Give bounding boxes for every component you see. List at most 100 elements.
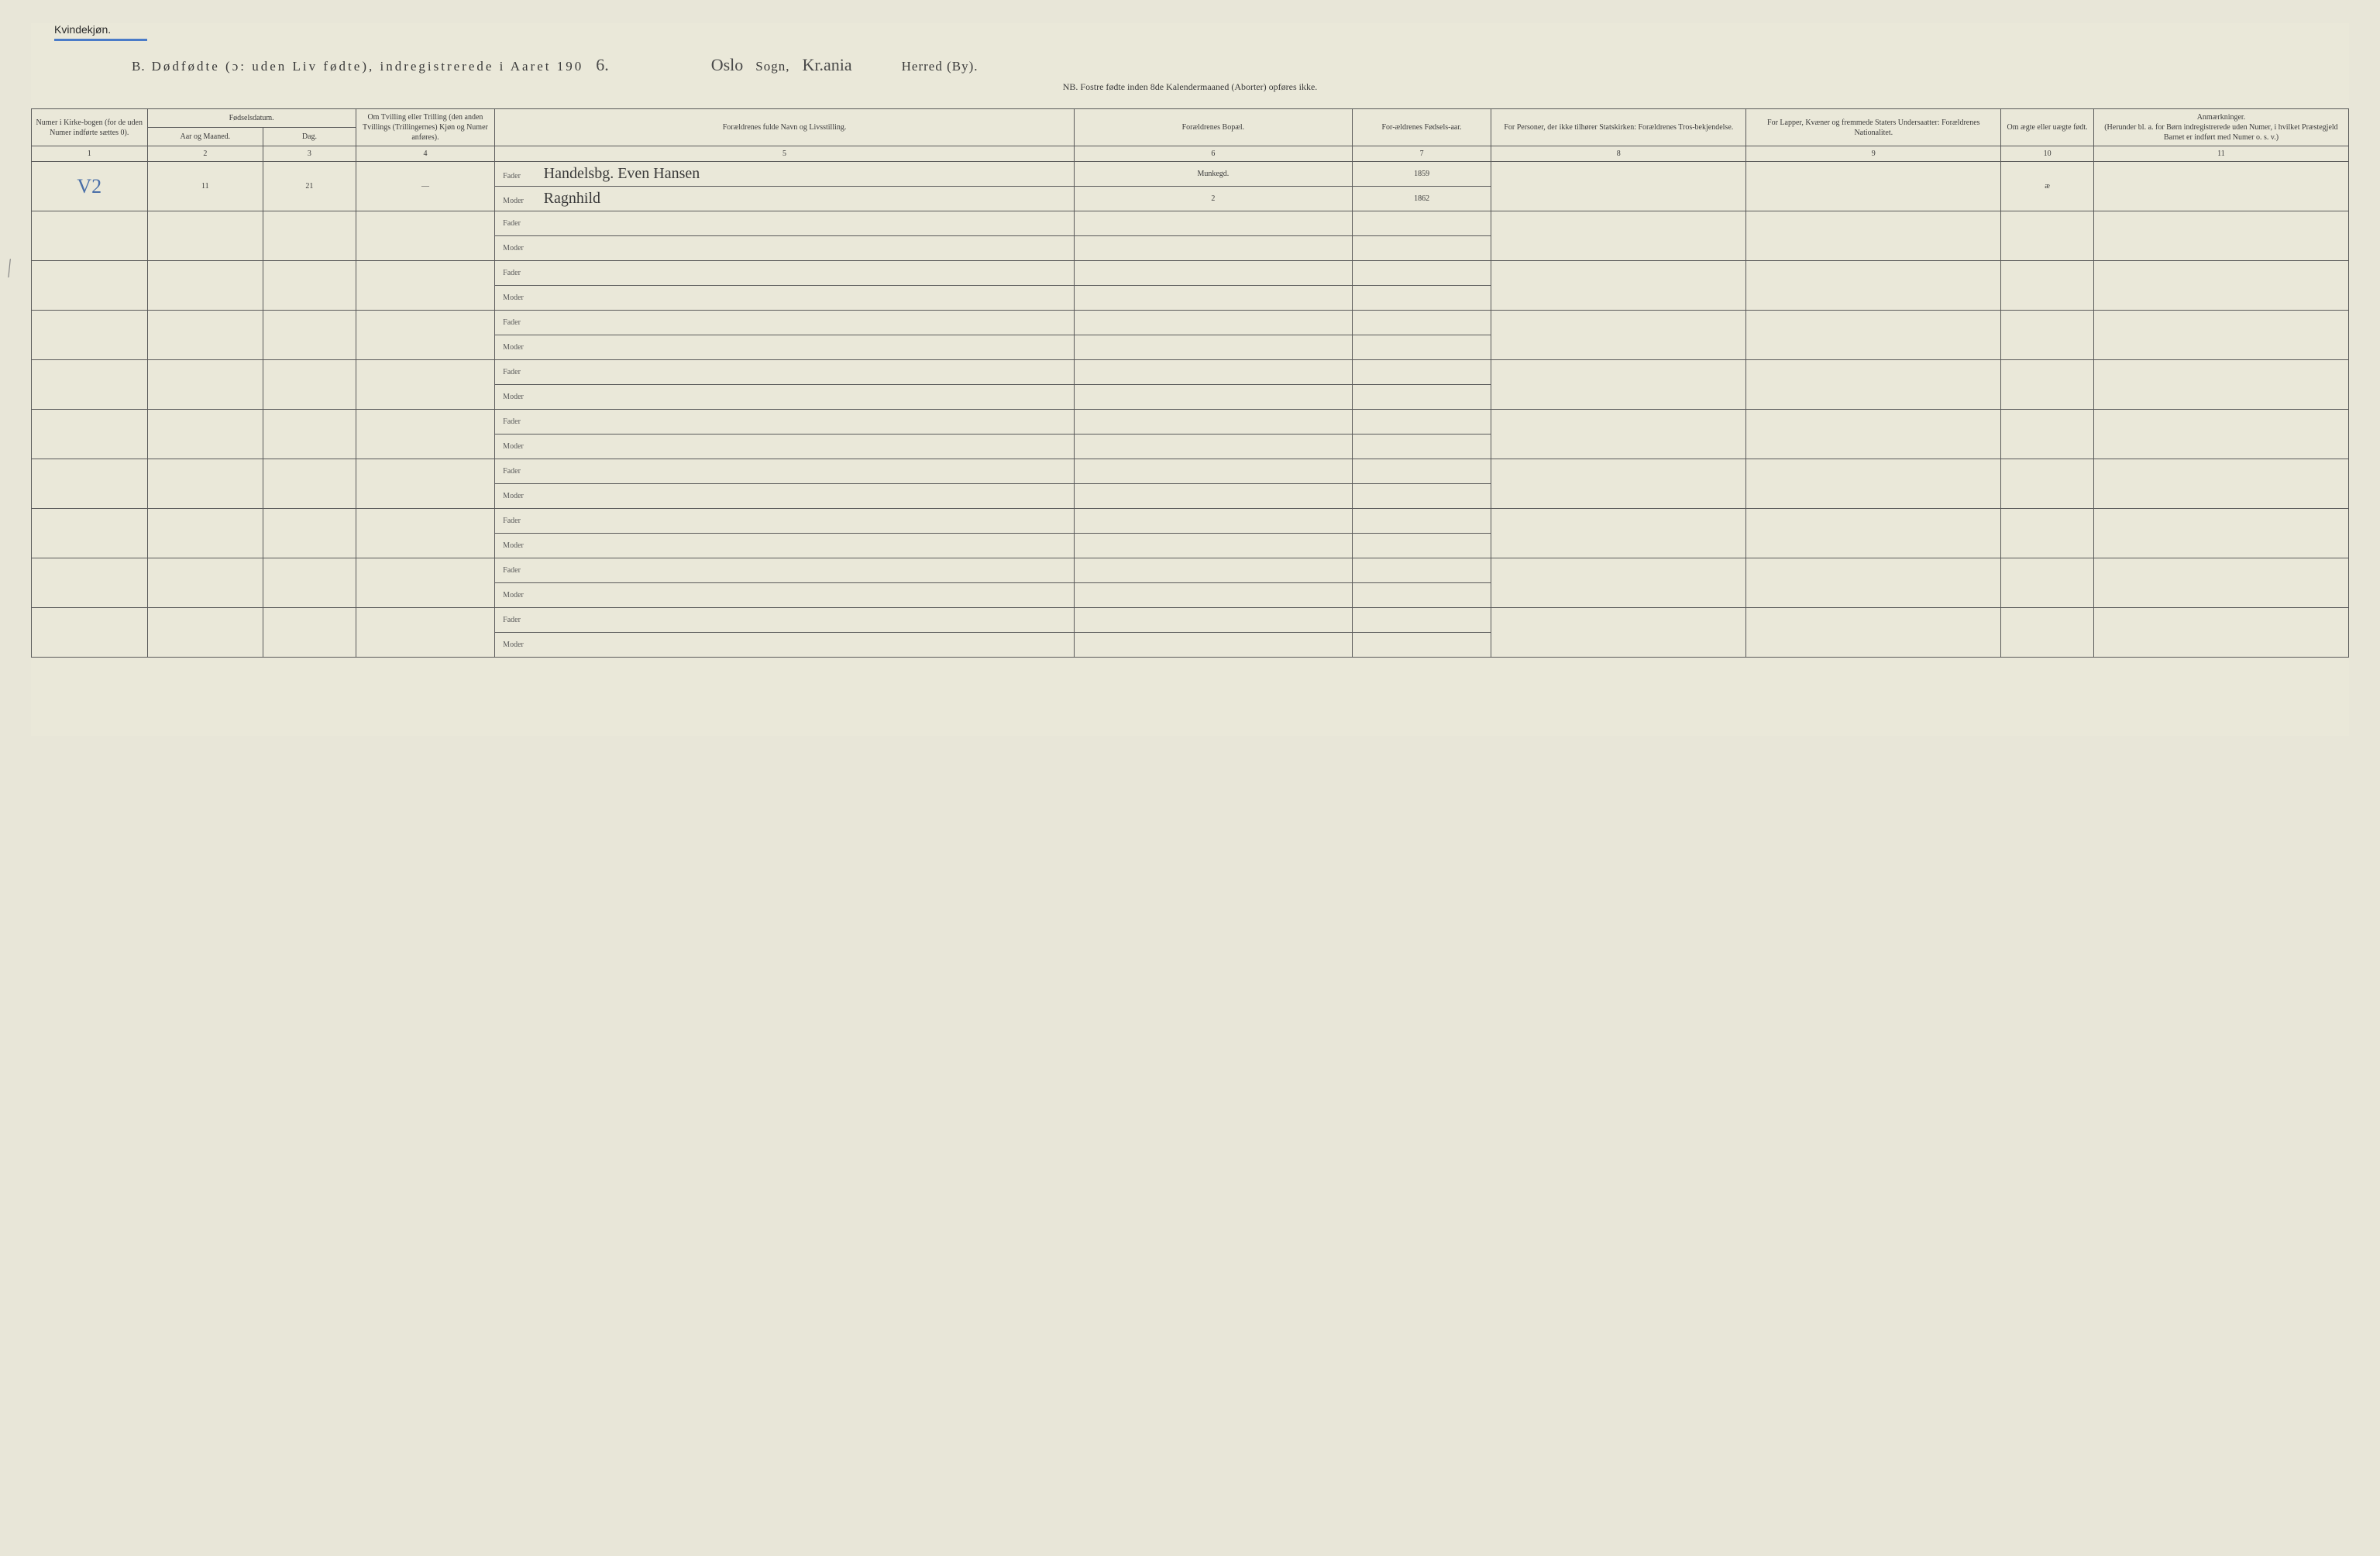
colnum-6: 6 [1074, 146, 1352, 162]
empty-cell [1352, 435, 1491, 459]
table-head: Numer i Kirke-bogen (for de uden Numer i… [32, 109, 2349, 162]
empty-cell [1074, 558, 1352, 583]
empty-parent-cell: Moder [495, 335, 1075, 360]
colnum-4: 4 [356, 146, 494, 162]
pencil-mark: ∕ [2, 256, 18, 281]
fader-label: Fader [503, 566, 534, 575]
empty-cell [1746, 459, 2001, 509]
empty-parent-cell: Moder [495, 583, 1075, 608]
empty-cell [147, 608, 263, 658]
fader-label: Fader [503, 368, 534, 376]
empty-cell [32, 410, 148, 459]
empty-cell [1352, 335, 1491, 360]
empty-cell [147, 261, 263, 311]
colnum-9: 9 [1746, 146, 2001, 162]
header-row-1: Numer i Kirke-bogen (for de uden Numer i… [32, 109, 2349, 128]
empty-cell [2001, 509, 2094, 558]
empty-cell [1074, 410, 1352, 435]
register-page: Kvindekjøn. B. Dødfødte (ɔ: uden Liv fød… [31, 23, 2349, 736]
empty-cell [1491, 608, 1746, 658]
empty-cell [1074, 459, 1352, 484]
empty-cell [32, 558, 148, 608]
col-1-header: Numer i Kirke-bogen (for de uden Numer i… [32, 109, 148, 146]
empty-cell [1352, 459, 1491, 484]
empty-cell [1074, 311, 1352, 335]
col-9-header: For Lapper, Kvæner og fremmede Staters U… [1746, 109, 2001, 146]
moder-label: Moder [503, 591, 534, 599]
colnum-2: 2 [147, 146, 263, 162]
col-11-header: Anmærkninger. (Herunder bl. a. for Børn … [2093, 109, 2348, 146]
empty-cell [147, 509, 263, 558]
fader-label: Fader [503, 219, 534, 228]
empty-parent-cell: Moder [495, 633, 1075, 658]
empty-parent-cell: Fader [495, 558, 1075, 583]
colnum-10: 10 [2001, 146, 2094, 162]
empty-cell [356, 360, 494, 410]
empty-cell [1074, 261, 1352, 286]
empty-parent-cell: Fader [495, 410, 1075, 435]
empty-cell [1491, 360, 1746, 410]
entry-moder-bopael: 2 [1074, 187, 1352, 211]
empty-cell [1352, 385, 1491, 410]
subtitle: NB. Fostre fødte inden 8de Kalendermaane… [31, 81, 2349, 93]
entry-anm [2093, 162, 2348, 211]
empty-row: Fader [32, 410, 2349, 435]
empty-cell [1491, 459, 1746, 509]
entry-tros [1491, 162, 1746, 211]
empty-row: Fader [32, 261, 2349, 286]
col-10-header: Om ægte eller uægte født. [2001, 109, 2094, 146]
empty-cell [263, 311, 356, 360]
sogn-value: Oslo [705, 55, 750, 75]
empty-cell [147, 459, 263, 509]
empty-cell [1491, 558, 1746, 608]
entry-nat [1746, 162, 2001, 211]
empty-cell [1746, 410, 2001, 459]
empty-cell [2093, 558, 2348, 608]
empty-cell [356, 558, 494, 608]
empty-cell [1074, 509, 1352, 534]
colnum-3: 3 [263, 146, 356, 162]
col-11-title: Anmærkninger. [2197, 113, 2246, 122]
herred-label: Herred (By). [902, 59, 978, 74]
empty-parent-cell: Fader [495, 360, 1075, 385]
empty-cell [1352, 211, 1491, 236]
empty-cell [1746, 608, 2001, 658]
entry-fader-bopael: Munkegd. [1074, 162, 1352, 187]
empty-cell [32, 360, 148, 410]
empty-parent-cell: Moder [495, 385, 1075, 410]
col-7-header: For-ældrenes Fødsels-aar. [1352, 109, 1491, 146]
empty-cell [1074, 335, 1352, 360]
empty-parent-cell: Fader [495, 261, 1075, 286]
empty-cell [1352, 608, 1491, 633]
entry-fader-year: 1859 [1352, 162, 1491, 187]
col-11-sub: (Herunder bl. a. for Børn indregistrered… [2104, 123, 2337, 142]
empty-cell [2001, 311, 2094, 360]
empty-cell [1352, 286, 1491, 311]
empty-cell [1074, 435, 1352, 459]
empty-cell [147, 311, 263, 360]
fader-label: Fader [503, 269, 534, 277]
entry-fader-name: Handelsbg. Even Hansen [544, 165, 700, 182]
empty-cell [2093, 360, 2348, 410]
empty-parent-cell: Fader [495, 311, 1075, 335]
col-2-group-header: Fødselsdatum. [147, 109, 356, 128]
empty-cell [1491, 261, 1746, 311]
empty-cell [1074, 484, 1352, 509]
empty-cell [1746, 509, 2001, 558]
empty-row: Fader [32, 509, 2349, 534]
title-row: B. Dødfødte (ɔ: uden Liv fødte), indregi… [132, 55, 2349, 75]
empty-cell [1491, 211, 1746, 261]
entry-moder-cell: Moder Ragnhild [495, 187, 1075, 211]
empty-cell [1352, 583, 1491, 608]
colnum-7: 7 [1352, 146, 1491, 162]
moder-label: Moder [503, 541, 534, 550]
empty-cell [356, 509, 494, 558]
fader-label: Fader [503, 467, 534, 476]
empty-cell [147, 211, 263, 261]
entry-aegte: æ [2001, 162, 2094, 211]
moder-label: Moder [503, 343, 534, 352]
entry-numer: V2 [32, 162, 148, 211]
empty-cell [2001, 360, 2094, 410]
empty-cell [1352, 633, 1491, 658]
empty-cell [1746, 558, 2001, 608]
